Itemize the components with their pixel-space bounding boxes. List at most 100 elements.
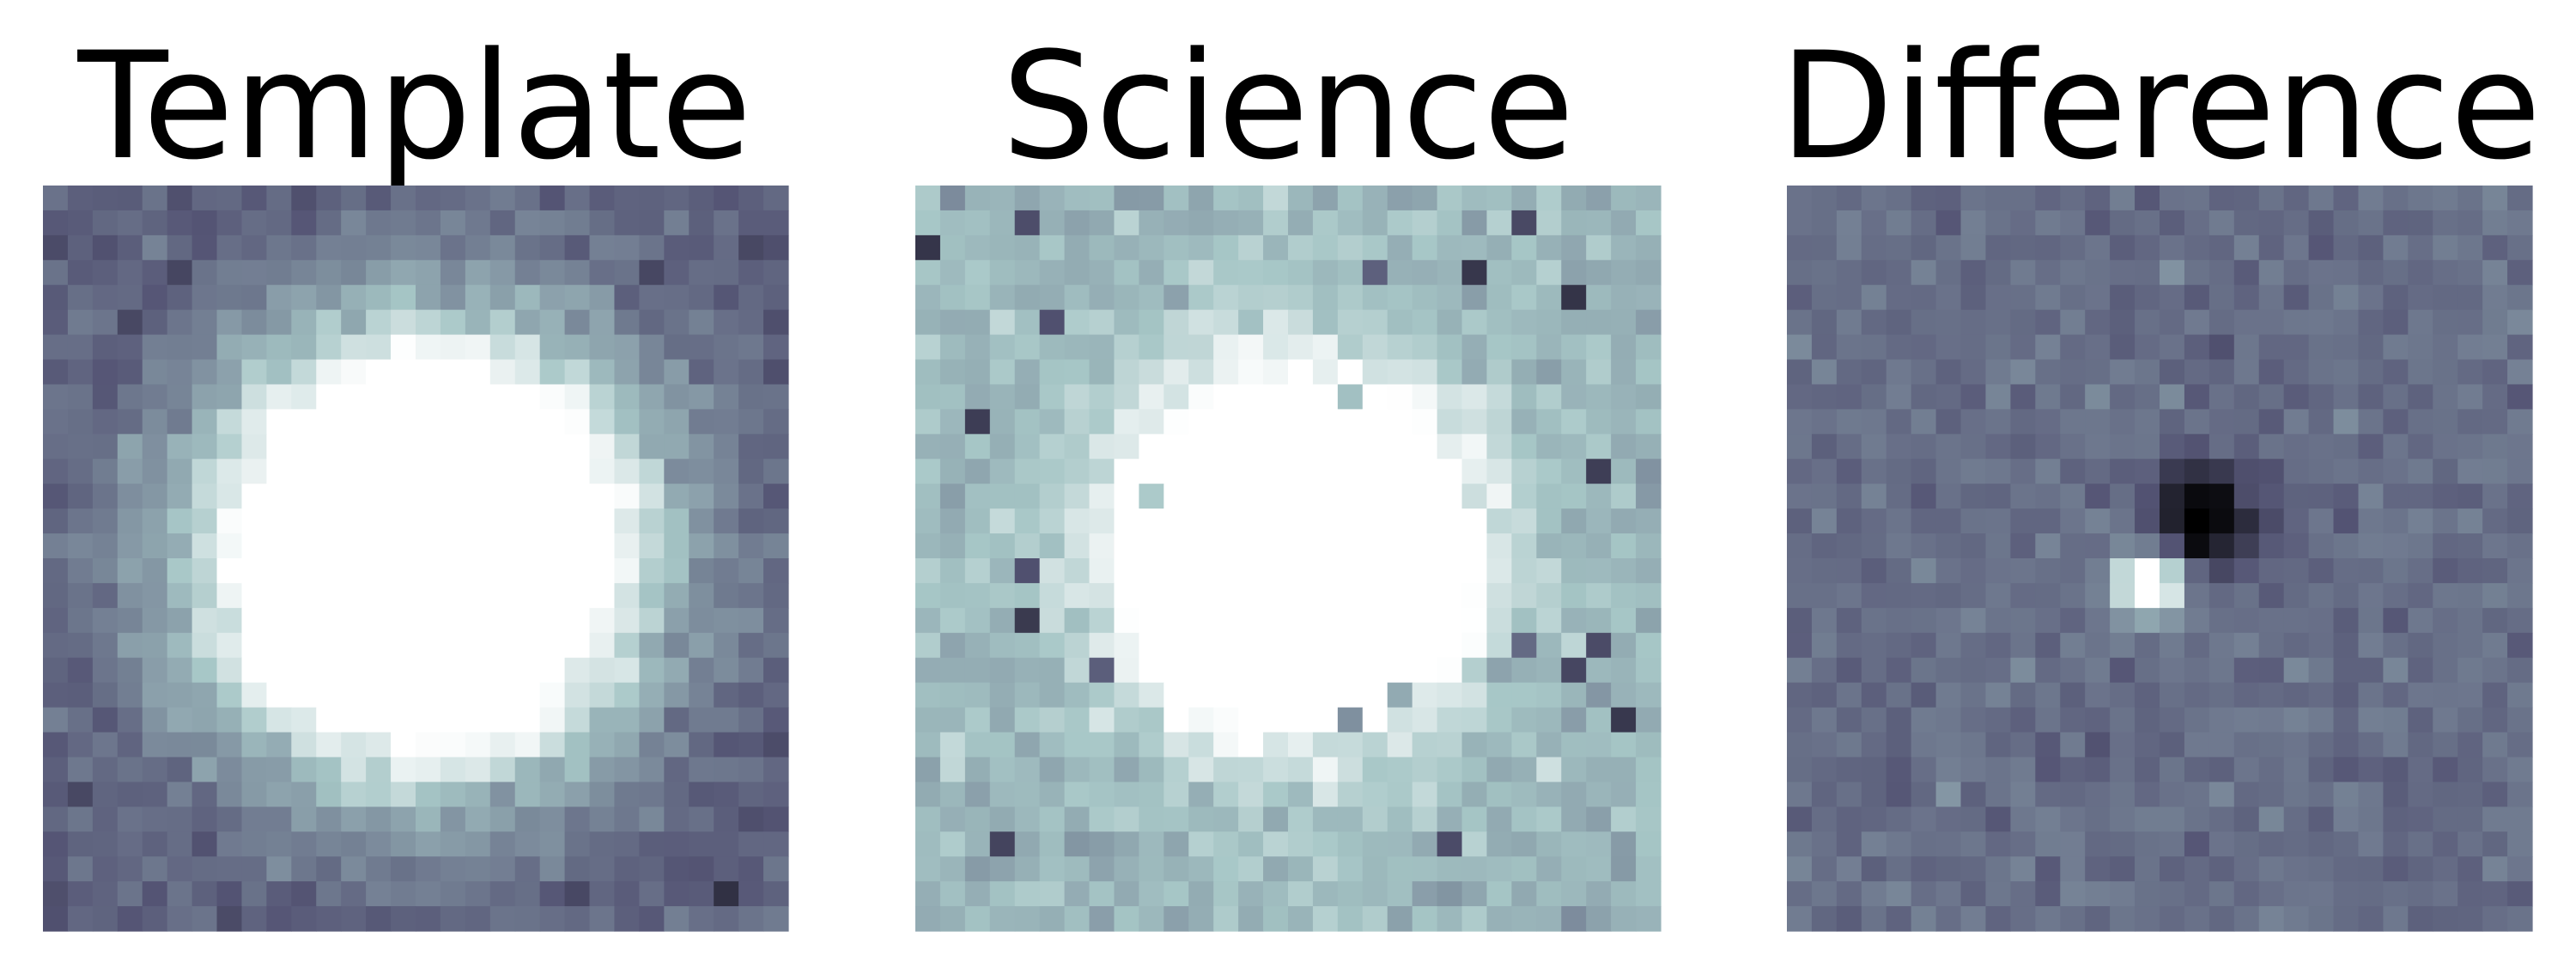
- pixel: [2160, 284, 2185, 311]
- pixel: [341, 881, 367, 907]
- pixel: [539, 856, 566, 882]
- pixel: [1188, 284, 1214, 311]
- pixel: [1461, 906, 1488, 932]
- pixel: [2060, 508, 2086, 534]
- pixel: [1836, 607, 1862, 634]
- pixel: [539, 186, 566, 211]
- pixel: [1960, 459, 1987, 484]
- pixel: [1636, 632, 1662, 659]
- pixel: [2358, 782, 2384, 807]
- pixel: [1787, 508, 1813, 534]
- pixel: [2160, 186, 2185, 211]
- pixel: [167, 757, 193, 782]
- pixel: [1561, 682, 1587, 709]
- pixel: [316, 807, 342, 832]
- pixel: [1836, 284, 1862, 311]
- pixel: [1163, 284, 1189, 311]
- pixel: [1787, 409, 1813, 435]
- pixel: [1911, 856, 1937, 882]
- pixel: [1787, 459, 1813, 484]
- pixel: [1213, 558, 1239, 584]
- pixel: [639, 186, 665, 211]
- pixel: [142, 782, 168, 807]
- pixel: [589, 906, 616, 932]
- pixel: [191, 558, 218, 584]
- pixel: [1114, 508, 1139, 534]
- pixel: [1337, 508, 1364, 534]
- pixel: [2333, 757, 2360, 782]
- pixel: [915, 682, 941, 709]
- pixel: [241, 732, 267, 758]
- pixel: [1861, 508, 1887, 534]
- pixel: [964, 434, 991, 460]
- pixel: [2358, 831, 2384, 857]
- pixel: [191, 234, 218, 261]
- pixel: [915, 607, 941, 634]
- pixel: [2233, 807, 2260, 832]
- pixel: [489, 309, 516, 336]
- pixel: [1935, 657, 1962, 684]
- pixel: [1511, 906, 1537, 932]
- pixel: [915, 210, 941, 236]
- pixel: [2458, 582, 2483, 609]
- pixel: [1836, 334, 1862, 361]
- pixel: [1861, 384, 1887, 410]
- pixel: [1911, 186, 1937, 211]
- pixel: [1811, 334, 1838, 361]
- pixel: [1836, 831, 1862, 857]
- pixel: [1288, 434, 1314, 460]
- pixel: [514, 334, 541, 361]
- pixel: [167, 384, 193, 410]
- pixel: [216, 508, 243, 534]
- pixel: [2233, 582, 2260, 609]
- pixel: [2010, 484, 2036, 509]
- pixel: [1039, 807, 1066, 832]
- pixel: [1611, 459, 1637, 484]
- pixel: [1188, 906, 1214, 932]
- pixel: [2408, 484, 2433, 509]
- pixel: [2507, 210, 2533, 236]
- pixel: [1139, 881, 1164, 907]
- pixel: [514, 682, 541, 709]
- pixel: [2433, 881, 2458, 907]
- pixel: [2160, 757, 2185, 782]
- pixel: [939, 657, 966, 684]
- pixel: [564, 434, 591, 460]
- pixel: [1611, 831, 1637, 857]
- pixel: [1461, 582, 1488, 609]
- pixel: [2308, 186, 2335, 211]
- pixel: [191, 434, 218, 460]
- pixel: [1312, 782, 1339, 807]
- pixel: [714, 334, 739, 361]
- pixel: [1139, 334, 1164, 361]
- pixel: [1911, 210, 1937, 236]
- pixel: [1486, 459, 1512, 484]
- pixel: [639, 384, 665, 410]
- pixel: [2458, 707, 2483, 734]
- pixel: [2383, 682, 2409, 709]
- pixel: [1536, 533, 1562, 559]
- pixel: [2085, 234, 2111, 261]
- pixel: [2383, 533, 2409, 559]
- pixel: [2408, 607, 2433, 634]
- pixel: [964, 906, 991, 932]
- pixel: [1836, 807, 1862, 832]
- pixel: [1935, 284, 1962, 311]
- pixel: [117, 259, 143, 286]
- pixel: [291, 732, 317, 758]
- pixel: [1064, 582, 1091, 609]
- pixel: [2010, 409, 2036, 435]
- pixel: [2208, 186, 2235, 211]
- pixel: [416, 707, 441, 734]
- pixel: [1263, 657, 1289, 684]
- pixel: [67, 782, 94, 807]
- pixel: [191, 707, 218, 734]
- pixel: [1536, 607, 1562, 634]
- pixel: [440, 807, 466, 832]
- pixel: [67, 732, 94, 758]
- pixel: [2160, 707, 2185, 734]
- pixel: [1362, 881, 1388, 907]
- pixel: [989, 533, 1016, 559]
- pixel: [43, 856, 69, 882]
- pixel: [689, 807, 714, 832]
